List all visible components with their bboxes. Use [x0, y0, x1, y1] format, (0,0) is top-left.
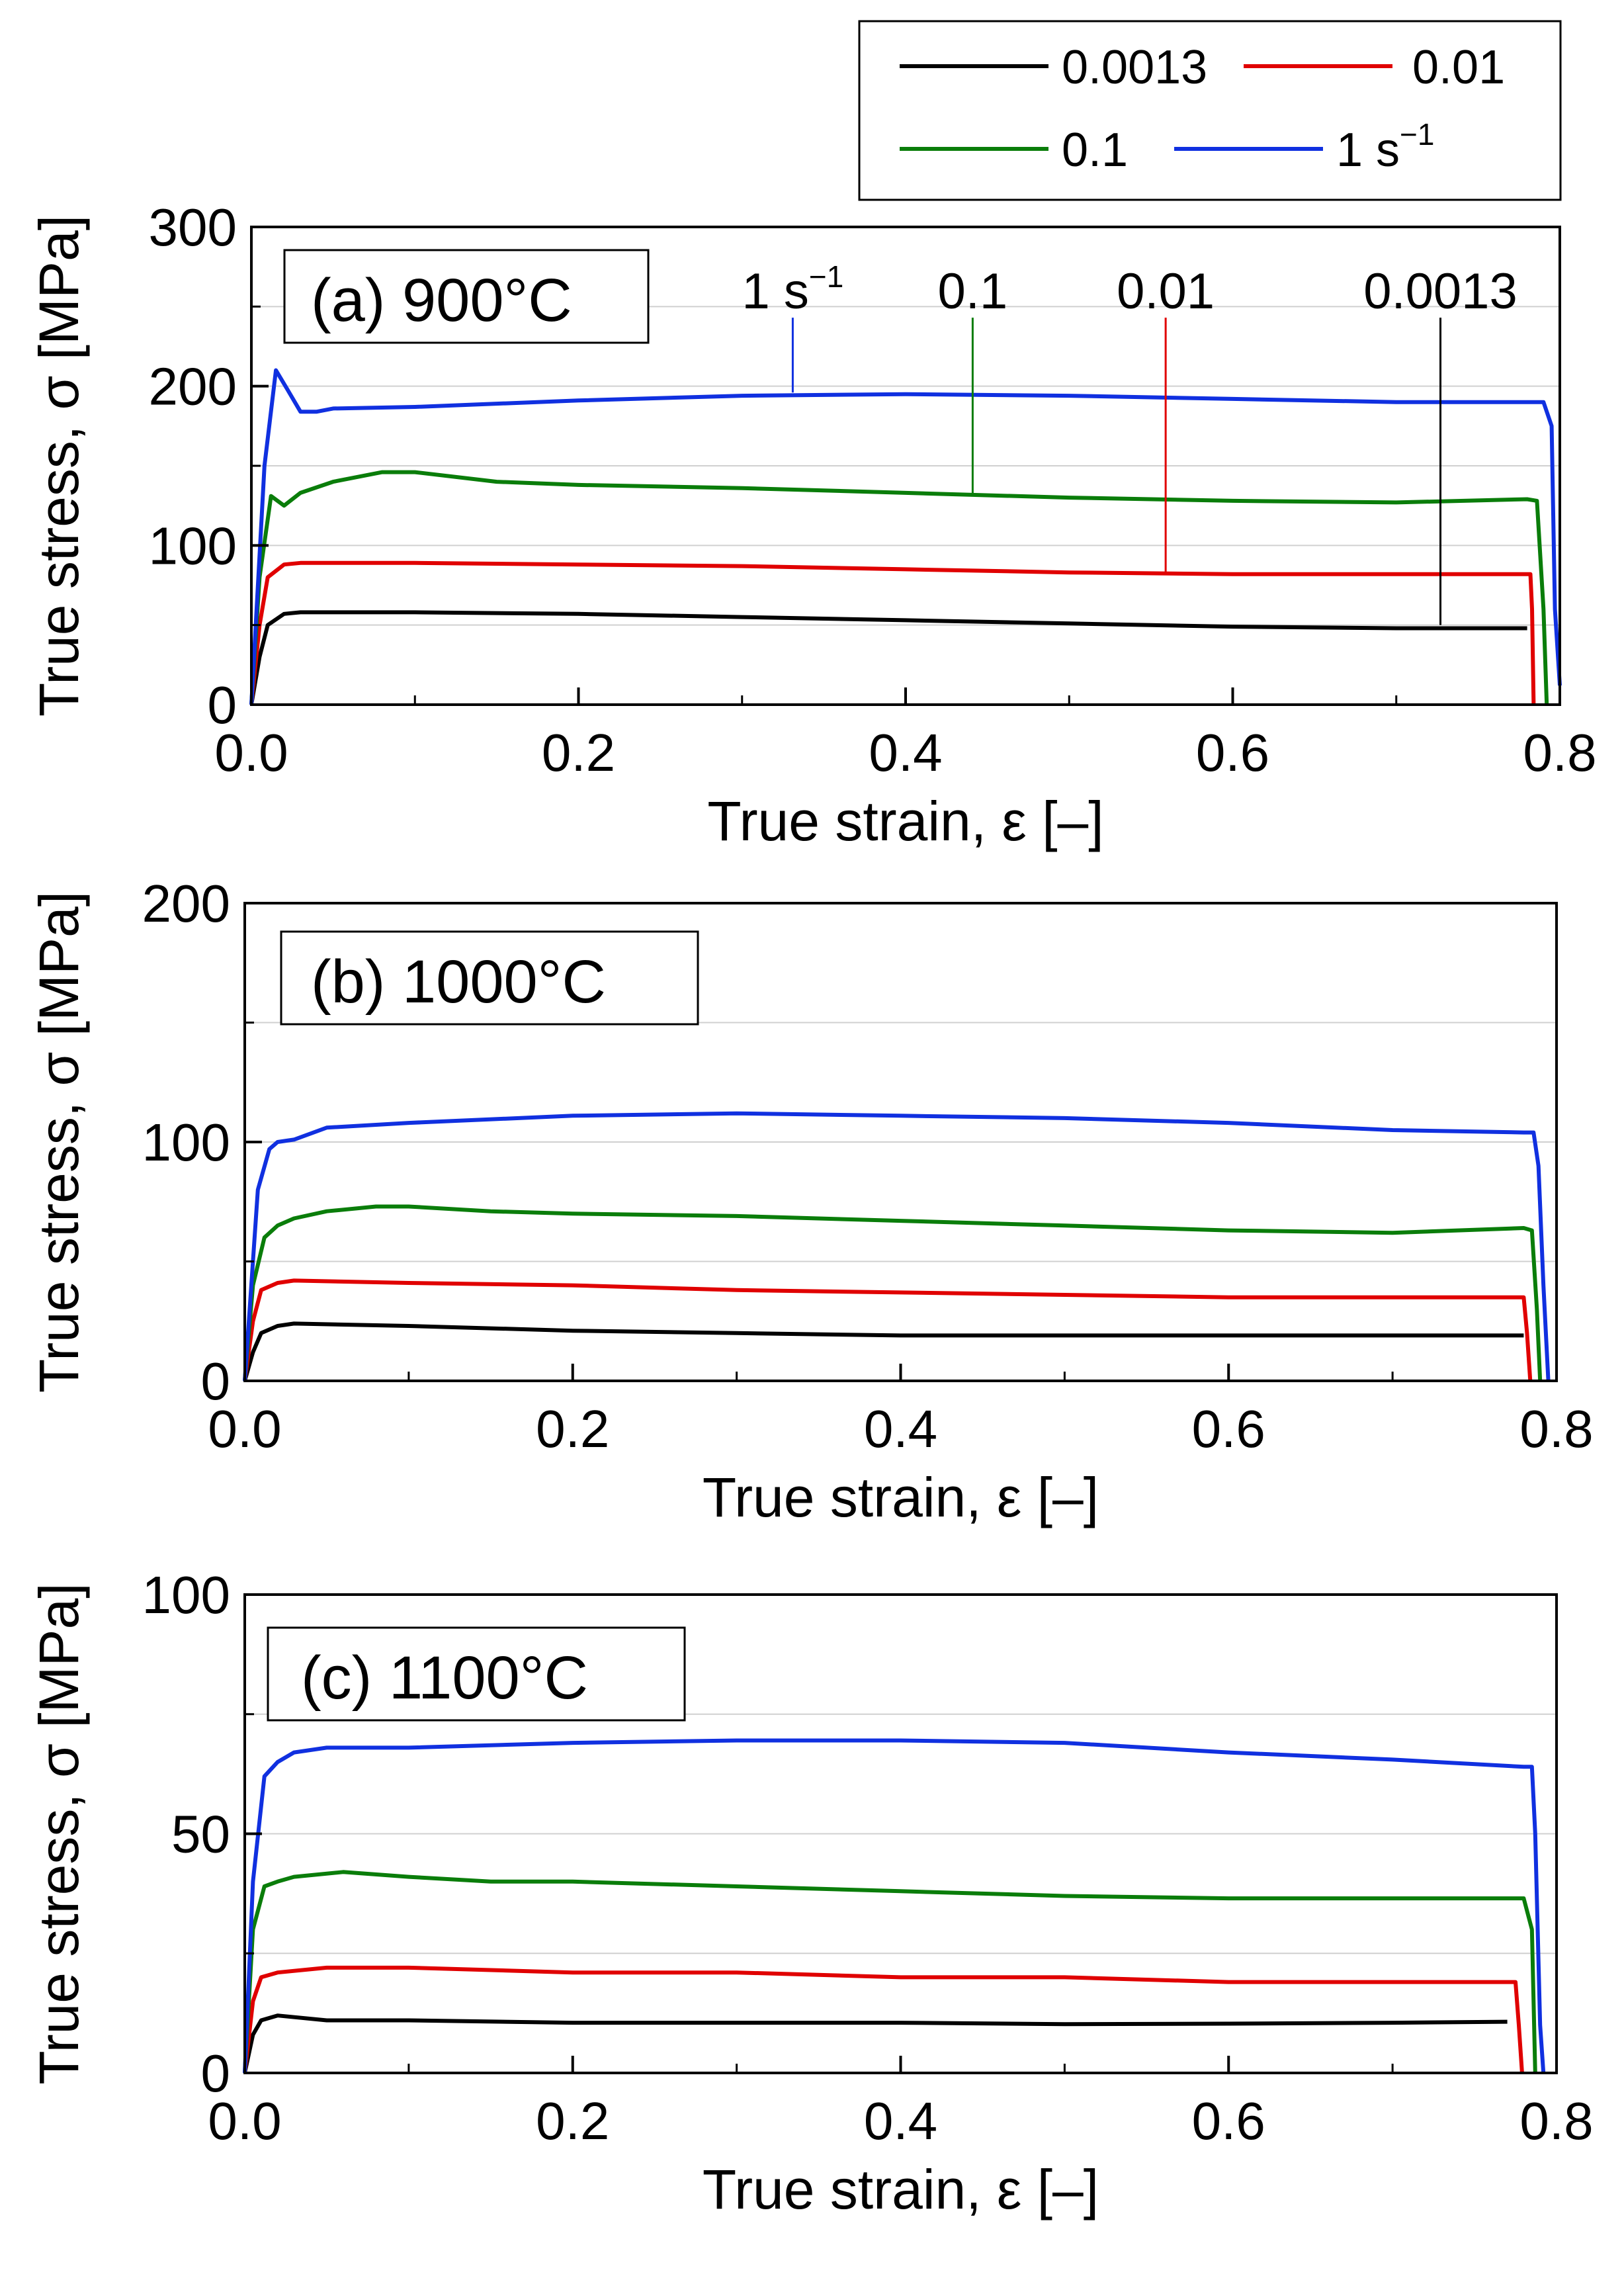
- series-line-0-0013: [243, 2013, 1508, 2074]
- x-axis-title: True strain, ε [–]: [707, 790, 1103, 852]
- y-tick-label: 200: [149, 357, 237, 416]
- panel-c-1100C: 0 50 100 0.0 0.2 0.4 0.6 0.8 True strain, ε [–] T…: [28, 1565, 1594, 2220]
- y-axis-title: True stress, σ [MPa]: [28, 215, 90, 717]
- y-tick-label: 300: [149, 198, 237, 257]
- x-tick-label: 0.6: [1192, 1399, 1265, 1458]
- y-tick-label: 50: [171, 1805, 230, 1864]
- x-tick-label: 0.2: [542, 723, 615, 782]
- x-tick-label: 0.6: [1192, 2091, 1265, 2150]
- panel-label: (b) 1000°C: [311, 948, 606, 1016]
- x-tick-label: 0.6: [1196, 723, 1269, 782]
- series-line-0-01: [249, 560, 1536, 705]
- panel-label: (c) 1100°C: [301, 1644, 588, 1712]
- legend: 0.0013 0.01 0.1 1 s−1: [858, 20, 1562, 201]
- series-line-1: [243, 1738, 1546, 2074]
- x-axis-title: True strain, ε [–]: [703, 2158, 1099, 2220]
- series-line-0-0013: [243, 1321, 1524, 1382]
- series-line-0-1: [243, 1204, 1543, 1382]
- y-tick-label: 0: [201, 1352, 231, 1411]
- x-tick-label: 0.2: [536, 1399, 609, 1458]
- series-line-1: [243, 1111, 1551, 1382]
- x-tick-label: 0.8: [1519, 1399, 1593, 1458]
- legend-label-2: 0.1: [1062, 124, 1128, 177]
- x-tick-label: 0.4: [864, 1399, 937, 1458]
- x-tick-label: 0.8: [1523, 723, 1596, 782]
- panel-label-box: [267, 1626, 686, 1722]
- y-axis-title: True stress, σ [MPa]: [28, 1583, 90, 2084]
- legend-label-1: 0.01: [1412, 41, 1505, 94]
- panel-label-box: [283, 249, 650, 344]
- x-tick-label: 0.2: [536, 2091, 609, 2150]
- annotation-label: 1 s−1: [742, 259, 843, 320]
- series-line-0-1: [243, 1870, 1537, 2074]
- y-tick-label: 0: [201, 2044, 231, 2103]
- series-line-1: [249, 368, 1562, 705]
- panel-label: (a) 900°C: [311, 267, 572, 334]
- series-line-0-1: [249, 470, 1549, 705]
- y-tick-label: 100: [142, 1113, 230, 1172]
- x-tick-label: 0.0: [208, 2091, 281, 2150]
- series-line-0-01: [243, 1278, 1533, 1382]
- legend-label-3: 1 s−1: [1336, 117, 1435, 177]
- y-tick-label: 100: [149, 516, 237, 575]
- x-tick-label: 0.0: [208, 1399, 281, 1458]
- series-line-0-01: [243, 1965, 1524, 2074]
- annotation-label: 0.01: [1117, 263, 1215, 320]
- x-tick-label: 0.4: [869, 723, 942, 782]
- panel-b-1000C: 0 100 200 0.0 0.2 0.4 0.6 0.8 True strain, ε [–]…: [28, 874, 1594, 1528]
- legend-label-0: 0.0013: [1062, 41, 1207, 94]
- series-line-0-0013: [249, 610, 1527, 705]
- y-tick-label: 200: [142, 874, 230, 933]
- y-tick-label: 0: [208, 676, 237, 734]
- annotation-label: 0.0013: [1363, 263, 1517, 320]
- legend-box: [858, 20, 1562, 201]
- annotation-label: 0.1: [938, 263, 1008, 320]
- x-tick-label: 0.0: [214, 723, 288, 782]
- y-tick-label: 100: [142, 1565, 230, 1624]
- panel-label-box: [280, 930, 699, 1026]
- y-axis-title: True stress, σ [MPa]: [28, 891, 90, 1393]
- panel-a-900C: 0 100 200 300 0.0 0.2 0.4 0.6 0.8 True strain, ε …: [28, 198, 1597, 852]
- x-tick-label: 0.4: [864, 2091, 937, 2150]
- x-tick-label: 0.8: [1519, 2091, 1593, 2150]
- x-axis-title: True strain, ε [–]: [703, 1466, 1099, 1528]
